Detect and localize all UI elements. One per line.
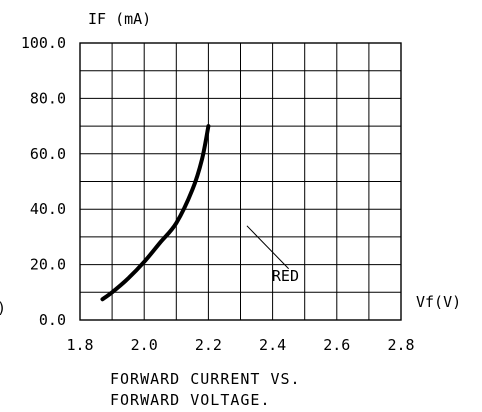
x-tick-label: 1.8	[66, 336, 93, 354]
y-tick-label: 100.0	[21, 34, 66, 52]
grid	[79, 42, 402, 321]
series-curves	[100, 124, 211, 302]
annotation-leader	[246, 225, 290, 270]
tick-labels: 0.0 20.0 40.0 60.0 80.0 100.0 1.8 2.0 2.2 2.4 2.6 2…	[21, 34, 415, 354]
y-tick-label: 0.0	[39, 311, 66, 329]
caption-line-1: FORWARD CURRENT VS.	[110, 370, 301, 388]
caption-line-2: FORWARD VOLTAGE.	[110, 391, 271, 409]
annotation-label: RED	[272, 267, 299, 285]
y-tick-label: 20.0	[30, 256, 66, 274]
y-tick-label: 60.0	[30, 145, 66, 163]
y-axis-title: IF (mA)	[88, 10, 151, 28]
left-edge-glyph: )	[0, 299, 6, 317]
x-tick-label: 2.6	[323, 336, 350, 354]
x-tick-label: 2.8	[387, 336, 414, 354]
series-line-red	[100, 124, 211, 302]
x-tick-label: 2.0	[131, 336, 158, 354]
x-axis-title: Vf(V)	[416, 293, 461, 311]
x-tick-label: 2.2	[195, 336, 222, 354]
y-tick-label: 40.0	[30, 200, 66, 218]
y-tick-label: 80.0	[30, 89, 66, 107]
x-tick-label: 2.4	[259, 336, 286, 354]
